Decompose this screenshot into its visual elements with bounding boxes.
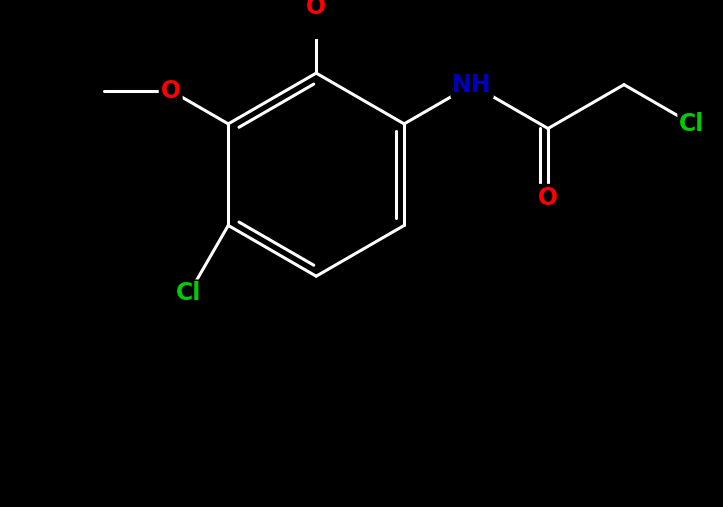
Text: O: O [306,0,326,19]
Text: NH: NH [453,73,492,97]
Text: Cl: Cl [680,112,705,136]
Text: Cl: Cl [176,281,202,305]
Text: O: O [161,79,181,102]
Text: O: O [538,186,558,210]
